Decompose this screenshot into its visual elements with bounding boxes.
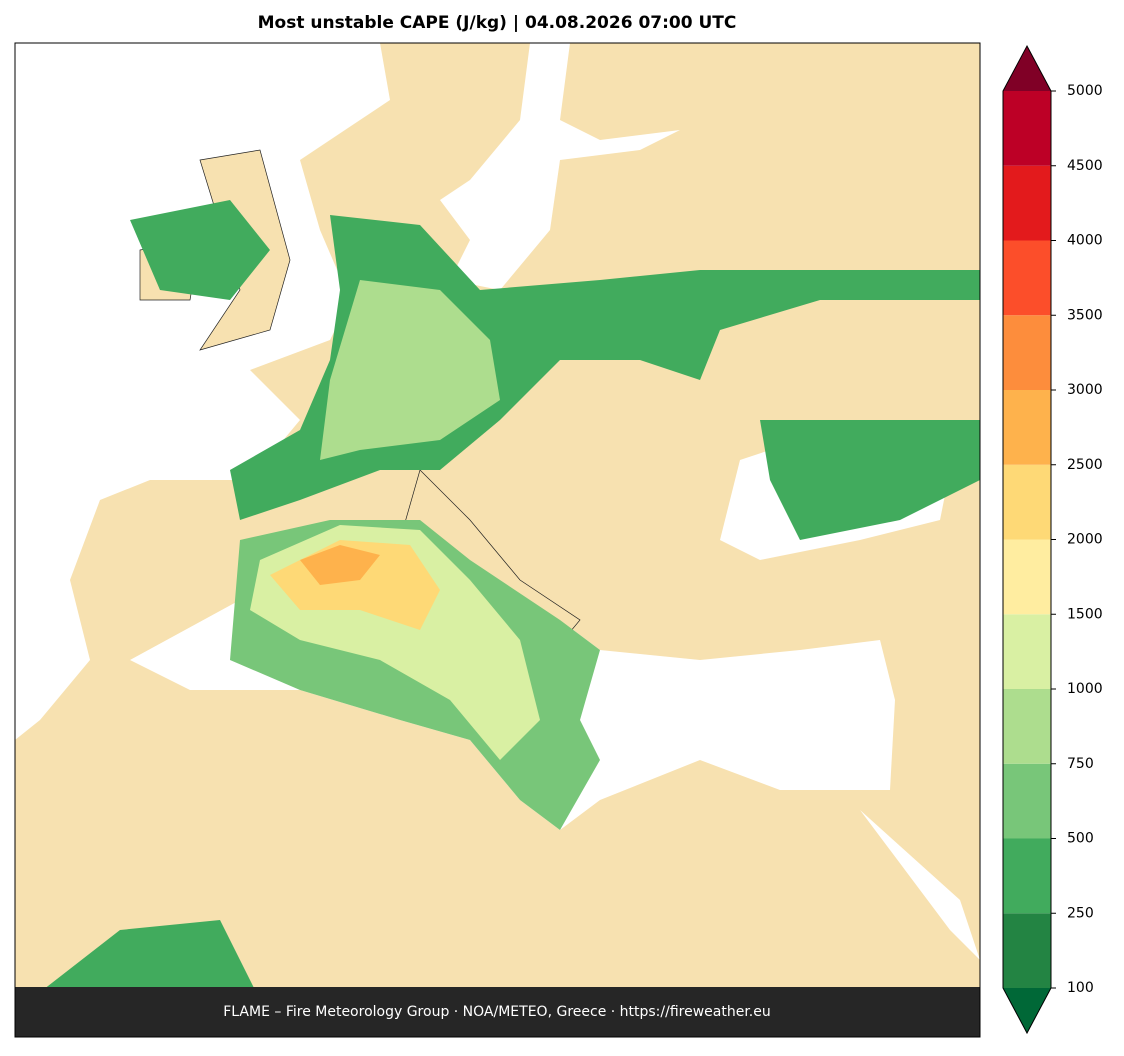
colorbar-tick-label: 4500	[1067, 158, 1103, 174]
colorbar-segment	[1003, 614, 1051, 689]
colorbar-tick-label: 1500	[1067, 606, 1103, 622]
map-frame	[14, 42, 981, 1038]
colorbar-tick-label: 750	[1067, 756, 1094, 772]
colorbar-segment	[1003, 763, 1051, 839]
colorbar-segment	[1003, 165, 1051, 241]
colorbar-segment	[1003, 464, 1051, 540]
footer-text: FLAME – Fire Meteorology Group · NOA/MET…	[223, 1004, 771, 1020]
colorbar-tick-label: 3500	[1067, 307, 1103, 323]
map-title: Most unstable CAPE (J/kg) | 04.08.2026 0…	[258, 13, 737, 33]
colorbar-tick-label: 250	[1067, 905, 1094, 921]
cape-field	[30, 200, 980, 1000]
colorbar-segment	[1003, 390, 1051, 465]
colorbar-over	[1003, 46, 1051, 91]
colorbar-tick-label: 5000	[1067, 83, 1103, 99]
colorbar-tick-label: 2000	[1067, 532, 1103, 548]
map: FLAME – Fire Meteorology Group · NOA/MET…	[15, 43, 980, 1037]
colorbar-segment	[1003, 838, 1051, 914]
colorbar-under	[1003, 988, 1051, 1033]
colorbar-tick-label: 2500	[1067, 457, 1103, 473]
colorbar-tick-label: 500	[1067, 831, 1094, 847]
footer-bar	[15, 987, 980, 1037]
colorbar-segment	[1003, 91, 1051, 166]
colorbar-tick-label: 1000	[1067, 681, 1103, 697]
colorbar-segment	[1003, 240, 1051, 316]
colorbar: 100 250 500 750 1000 1500 2000 2500 3000 3500 4000…	[1002, 44, 1103, 1035]
colorbar-segment	[1003, 539, 1051, 615]
colorbar-tick-label: 100	[1067, 980, 1094, 996]
colorbar-tick-label: 3000	[1067, 382, 1103, 398]
colorbar-segment	[1003, 689, 1051, 764]
colorbar-segment	[1003, 315, 1051, 390]
colorbar-tick-label: 4000	[1067, 233, 1103, 249]
colorbar-segment	[1003, 913, 1051, 988]
